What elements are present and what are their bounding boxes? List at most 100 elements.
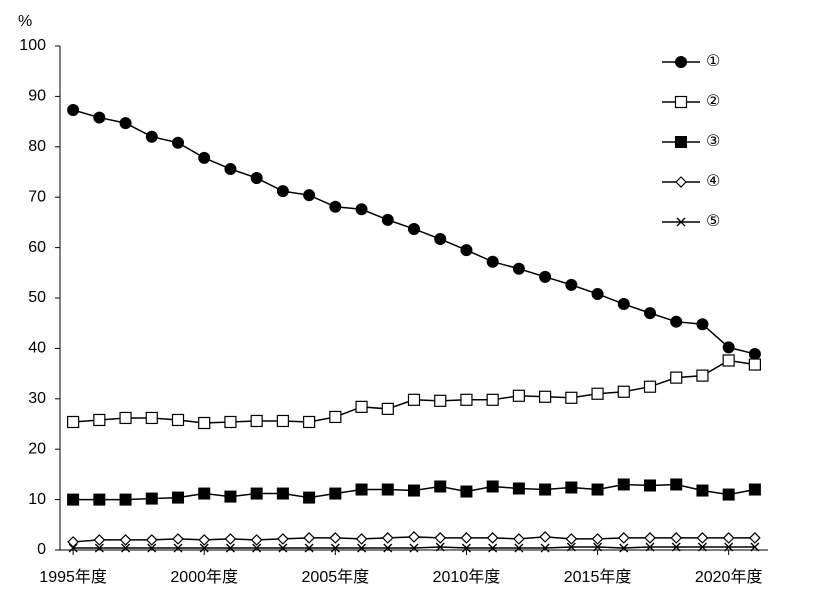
marker [224,490,237,503]
y-tick-label: 70 [28,188,46,205]
marker [643,380,657,393]
marker [748,483,761,496]
marker [67,536,79,548]
marker [383,543,393,553]
marker [68,543,78,553]
legend-label: ① [706,53,720,70]
marker [147,543,157,553]
marker [93,111,106,124]
marker [748,347,761,360]
legend-label: ⑤ [706,213,720,230]
marker [750,542,760,552]
marker [461,543,471,553]
marker [591,483,604,496]
marker [539,531,551,543]
y-tick-label: 100 [19,37,46,54]
marker [512,389,525,402]
marker [722,488,735,501]
marker [539,270,552,283]
marker [697,542,707,552]
marker [670,478,683,491]
marker [276,414,289,428]
marker [434,233,447,246]
marker [67,493,80,506]
marker [145,534,158,546]
marker [381,213,394,226]
marker [93,534,106,546]
marker [539,390,552,403]
marker [121,543,131,553]
marker [145,130,158,143]
marker [93,493,106,506]
marker [172,491,184,504]
marker [748,358,761,371]
marker [514,543,524,553]
marker [171,413,185,427]
marker [119,493,132,506]
marker [329,532,342,544]
x-tick-label: 2015年度 [564,568,632,586]
marker [225,543,235,553]
marker [540,543,550,553]
marker [488,543,498,553]
marker [434,394,447,407]
marker [303,532,315,544]
marker [565,481,578,494]
marker [460,244,473,257]
marker [434,480,447,493]
marker [355,533,368,545]
marker [486,480,499,493]
marker [408,222,420,235]
marker [172,136,184,149]
marker [94,543,104,553]
marker [670,315,683,328]
marker [435,542,445,552]
marker [145,411,158,425]
marker [355,400,368,413]
marker [252,543,262,553]
marker [250,534,263,546]
marker [329,200,342,213]
marker [381,483,394,496]
marker [722,341,735,354]
marker [645,542,655,552]
marker [381,402,394,415]
marker [119,534,132,546]
marker [486,532,499,544]
y-tick-label: 40 [28,340,46,357]
marker [617,298,630,311]
marker [670,532,683,544]
marker [617,385,630,398]
marker [591,387,604,400]
marker [408,484,420,497]
marker [303,189,316,202]
y-tick-label: 60 [28,239,46,256]
marker [303,491,316,504]
marker [355,483,368,496]
marker [591,533,604,545]
marker [671,542,681,552]
marker [409,543,419,553]
marker [173,543,183,553]
marker [512,262,525,275]
marker [460,485,473,498]
marker [198,416,211,430]
marker [670,371,683,384]
marker [250,414,263,428]
marker [355,203,368,216]
marker [224,533,237,545]
y-tick-label: 0 [37,541,46,558]
marker [460,393,473,406]
marker [276,185,289,198]
marker [224,415,237,429]
marker [357,543,367,553]
y-tick-label: 80 [28,138,46,155]
marker [276,487,289,500]
marker [329,487,342,500]
marker [199,543,209,553]
marker [119,117,132,130]
marker [486,393,499,406]
marker [675,56,687,68]
marker [696,369,709,382]
